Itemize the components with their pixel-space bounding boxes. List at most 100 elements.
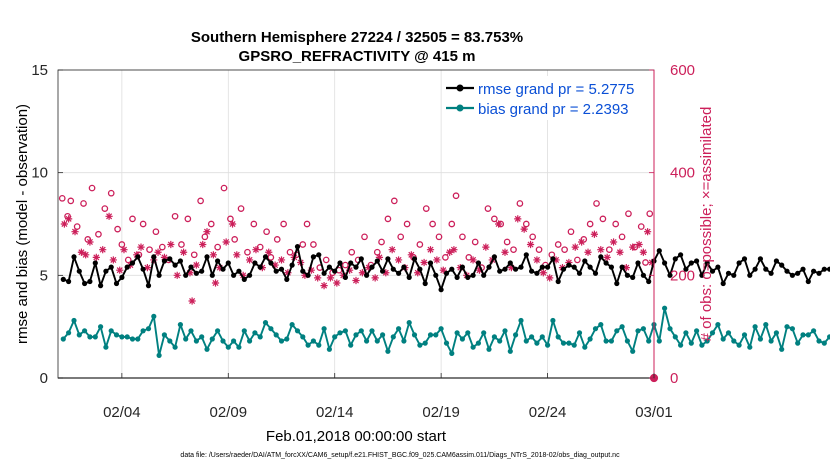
obs-possible-point: [101, 205, 109, 212]
bias-point: [694, 328, 700, 334]
obs-possible-point: [114, 225, 121, 233]
left-tick-label: 15: [31, 62, 48, 79]
obs-possible-point: [510, 246, 517, 254]
obs-assimilated-point: [571, 243, 579, 251]
legend: rmse grand pr = 5.2775 bias grand pr = 2…: [442, 76, 650, 120]
rmse-point: [592, 270, 599, 276]
rmse-point: [763, 266, 769, 272]
rmse-point: [747, 272, 753, 278]
bias-point: [188, 328, 194, 334]
bias-point: [459, 336, 465, 342]
obs-assimilated-point: [644, 228, 652, 236]
bias-point: [747, 344, 753, 350]
bias-point: [71, 317, 77, 324]
rmse-point: [300, 268, 306, 274]
obs-possible-point: [561, 246, 568, 254]
bias-point: [555, 334, 561, 340]
rmse-point: [124, 264, 130, 270]
rmse-point: [587, 264, 593, 270]
bias-point: [539, 334, 545, 340]
bias-line: [62, 307, 830, 357]
bias-point: [827, 334, 830, 340]
bottom-tick-label: 03/01: [635, 404, 673, 421]
bias-point: [454, 330, 460, 336]
obs-assimilated-point: [352, 276, 360, 285]
rmse-point: [305, 272, 311, 278]
rmse-point: [76, 268, 82, 274]
obs-assimilated-point: [446, 248, 454, 256]
rmse-point: [332, 268, 338, 274]
bias-point: [385, 348, 391, 354]
obs-possible-point: [471, 238, 479, 246]
obs-possible-point: [303, 220, 311, 228]
bias-point: [209, 336, 215, 342]
legend-box: [442, 76, 650, 120]
obs-possible-point: [397, 233, 405, 241]
rmse-point: [247, 272, 253, 278]
rmse-point: [167, 256, 173, 262]
bias-point: [491, 334, 497, 340]
rmse-point: [614, 280, 620, 287]
bias-point: [411, 332, 418, 338]
obs-assimilated-point: [407, 251, 415, 259]
obs-possible-point: [207, 220, 215, 228]
bias-point: [396, 326, 402, 332]
rmse-point: [236, 268, 242, 274]
bias-point: [635, 328, 641, 334]
bias-point: [321, 326, 327, 332]
rmse-point: [481, 272, 487, 278]
rmse-point: [60, 276, 66, 282]
rmse-point: [683, 266, 689, 272]
bottom-tick-label: 02/24: [529, 404, 567, 421]
right-tick-label: 400: [670, 165, 695, 182]
bias-point: [310, 338, 316, 344]
obs-possible-point: [171, 212, 179, 220]
obs-assimilated-point: [265, 248, 273, 256]
rmse-point: [385, 256, 391, 262]
obs-possible-point: [491, 215, 498, 223]
obs-possible-point: [435, 233, 443, 241]
obs-possible-point: [214, 243, 221, 251]
bias-point: [523, 338, 529, 344]
bias-point: [294, 328, 301, 334]
rmse-point: [374, 258, 380, 264]
rmse-point: [534, 270, 540, 276]
bias-point: [800, 332, 806, 338]
rmse-point: [741, 256, 748, 262]
bias-point: [273, 332, 279, 338]
bias-point: [662, 305, 668, 311]
obs-assimilated-point: [584, 248, 592, 256]
rmse-point: [209, 272, 215, 278]
rmse-point: [571, 264, 577, 270]
right-axis: 0 200 400 600: [649, 62, 695, 387]
bias-point: [326, 346, 332, 352]
rmse-point: [821, 266, 827, 272]
rmse-point: [252, 260, 258, 266]
obs-possible-point: [146, 246, 153, 254]
bottom-tick-label: 02/19: [422, 404, 460, 421]
bias-point: [619, 324, 625, 330]
bias-point: [156, 352, 162, 358]
bias-point: [113, 332, 120, 338]
bias-point: [215, 328, 221, 334]
obs-assimilated-point: [426, 246, 435, 254]
rmse-point: [417, 266, 423, 272]
obs-possible-point: [58, 194, 66, 202]
obs-possible-point: [465, 254, 473, 261]
obs-possible-point: [256, 243, 264, 251]
rmse-point: [725, 270, 732, 276]
obs-assimilated-point: [648, 258, 656, 267]
rmse-point: [422, 280, 428, 287]
obs-assimilated-point: [616, 248, 624, 256]
obs-assimilated-point: [382, 269, 390, 277]
obs-possible-point: [263, 228, 270, 236]
obs-assimilated-point: [469, 256, 477, 264]
rmse-point: [662, 260, 668, 266]
bias-point: [811, 328, 817, 334]
obs-assimilated-point: [346, 266, 354, 274]
obs-assimilated-point: [388, 246, 396, 254]
rmse-point: [129, 260, 136, 266]
obs-assimilated-point: [271, 261, 279, 269]
obs-possible-point: [231, 236, 239, 243]
bias-point: [119, 334, 125, 340]
